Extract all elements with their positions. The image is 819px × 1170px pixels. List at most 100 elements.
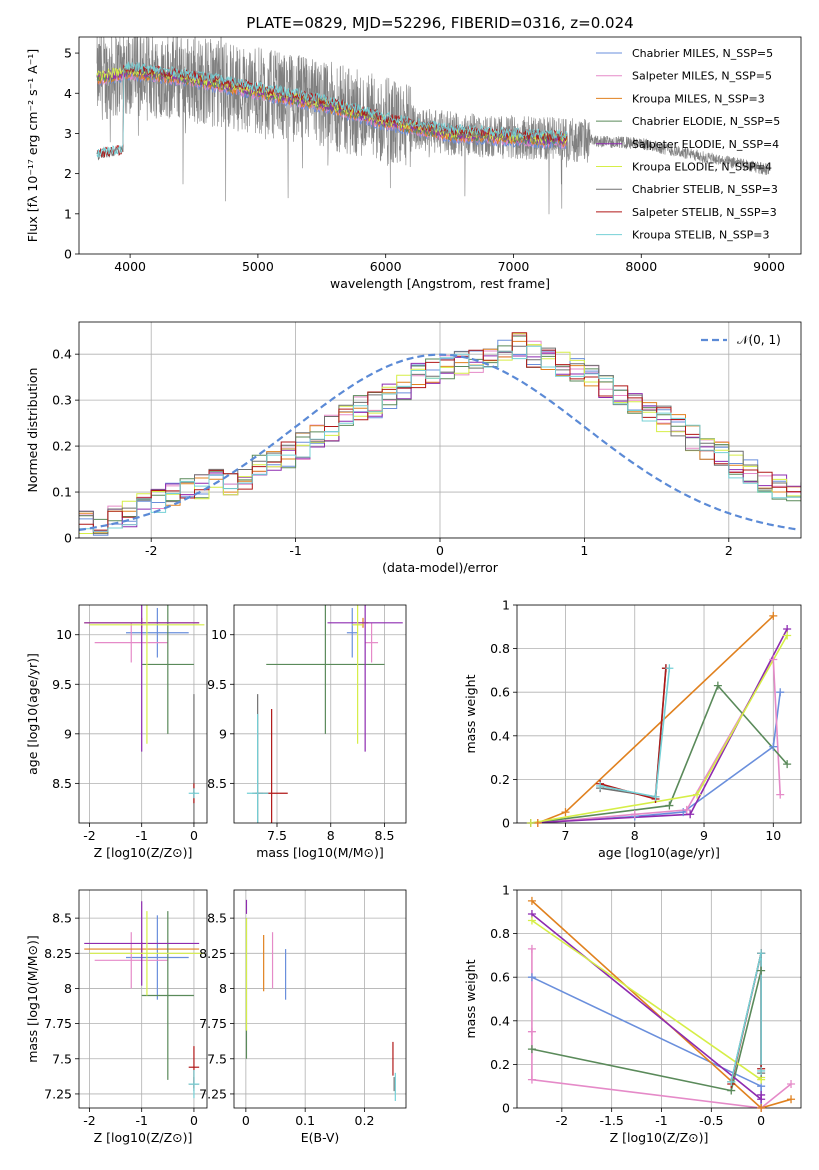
- axes-frame: [516, 889, 802, 1109]
- point-marker: [757, 966, 766, 975]
- axes-frame: [78, 604, 208, 824]
- series-line: [531, 900, 792, 1108]
- y-tick-label: 7.75: [199, 1016, 227, 1031]
- y-tick-label: 3: [64, 126, 72, 141]
- axes-frame: [78, 36, 802, 255]
- y-tick-label: 0.4: [490, 728, 510, 743]
- legend-entry: Salpeter ELODIE, N_SSP=4: [632, 138, 779, 151]
- x-tick-label: -1: [655, 1113, 667, 1128]
- y-tick-label: 8.25: [199, 946, 227, 961]
- x-tick-label: 4000: [114, 259, 146, 274]
- plot-area: [517, 890, 801, 1108]
- point-marker: [757, 1066, 766, 1075]
- y-tick-label: 0: [502, 1101, 510, 1116]
- x-axis-label: (data-model)/error: [382, 560, 499, 575]
- x-tick-label: -2: [145, 543, 157, 558]
- x-tick-label: -1: [289, 543, 301, 558]
- x-tick-label: -2: [83, 1113, 95, 1128]
- y-tick-label: 0.1: [52, 485, 72, 500]
- y-tick-label: 0: [64, 247, 72, 262]
- point-marker: [686, 810, 695, 819]
- legend-entry: Salpeter MILES, N_SSP=5: [632, 70, 772, 83]
- y-tick-label: 9.5: [52, 677, 72, 692]
- x-tick-label: 0.1: [295, 1113, 315, 1128]
- y-tick-label: 7.25: [199, 1086, 227, 1101]
- x-tick-label: 8000: [625, 259, 657, 274]
- point-marker: [527, 1045, 536, 1054]
- x-tick-label: -1.5: [599, 1113, 623, 1128]
- point-marker: [769, 611, 778, 620]
- spectrum-model-line: [96, 62, 568, 158]
- y-tick-label: 8: [64, 981, 72, 996]
- y-tick-label: 0: [502, 816, 510, 831]
- y-tick-label: 4: [64, 86, 72, 101]
- y-tick-label: 9.5: [207, 677, 227, 692]
- x-tick-label: 6000: [370, 259, 402, 274]
- spectrum-data-line: [96, 37, 770, 215]
- x-tick-label: -2: [556, 1113, 568, 1128]
- legend-entry: Salpeter STELIB, N_SSP=3: [632, 206, 777, 219]
- y-tick-label: 1: [64, 206, 72, 221]
- legend-entry: Kroupa MILES, N_SSP=3: [632, 92, 765, 105]
- plot-area: [517, 605, 801, 823]
- y-tick-label: 0.4: [490, 1013, 510, 1028]
- x-tick-label: 5000: [242, 259, 274, 274]
- x-tick-label: 9000: [753, 259, 785, 274]
- x-axis-label: mass [log10(M/M⊙)]: [256, 845, 384, 860]
- point-marker: [533, 819, 542, 827]
- point-marker: [787, 1080, 796, 1089]
- y-tick-label: 9: [219, 726, 227, 741]
- x-tick-label: 7: [562, 828, 570, 843]
- point-marker: [713, 681, 722, 690]
- point-marker: [769, 655, 778, 664]
- x-tick-label: -1: [135, 1113, 147, 1128]
- x-axis-label: E(B-V): [301, 1130, 340, 1145]
- y-axis-label: Normed distribution: [25, 368, 40, 493]
- legend-entry: Kroupa ELODIE, N_SSP=4: [632, 161, 772, 174]
- y-tick-label: 0: [64, 531, 72, 546]
- y-tick-label: 7.75: [44, 1016, 72, 1031]
- x-tick-label: 1: [580, 543, 588, 558]
- point-marker: [527, 973, 536, 982]
- x-tick-label: -2: [83, 828, 95, 843]
- histogram-line: [79, 332, 801, 531]
- chart-age_vs_Z: -2 -1 0 8.5 9 9.5 10 Z [log10(Z/Z⊙)] age [log10(…: [25, 604, 208, 860]
- y-tick-label: 8: [219, 981, 227, 996]
- figure-title: PLATE=0829, MJD=52296, FIBERID=0316, z=0…: [246, 14, 633, 32]
- x-axis-label: wavelength [Angstrom, rest frame]: [330, 276, 550, 291]
- histogram-line: [79, 351, 801, 532]
- x-tick-label: 2: [725, 543, 733, 558]
- x-tick-label: 0: [757, 1113, 765, 1128]
- plot-area: [234, 605, 406, 823]
- point-marker: [776, 790, 785, 799]
- plot-area: [79, 890, 207, 1108]
- point-marker: [783, 760, 792, 769]
- y-tick-label: 1: [502, 883, 510, 898]
- x-tick-label: 0: [190, 1113, 198, 1128]
- point-marker: [527, 916, 536, 925]
- axes-frame: [78, 321, 802, 539]
- series-line: [530, 628, 788, 823]
- point-marker: [682, 805, 691, 814]
- y-axis-label: mass weight: [463, 959, 478, 1038]
- axes-frame: [233, 604, 407, 824]
- series-line: [531, 976, 762, 1108]
- series-line: [531, 970, 762, 1092]
- plot-area: [79, 605, 207, 823]
- x-axis-label: Z [log10(Z/Z⊙)]: [94, 845, 193, 860]
- y-tick-label: 0.8: [490, 641, 510, 656]
- x-tick-label: 0: [436, 543, 444, 558]
- y-axis-label: Flux [fλ 10⁻¹⁷ erg cm⁻² s⁻¹ A⁻¹]: [25, 49, 40, 242]
- point-marker: [769, 742, 778, 751]
- y-tick-label: 8.5: [207, 776, 227, 791]
- series-line: [531, 913, 762, 1101]
- y-tick-label: 8.5: [52, 776, 72, 791]
- x-axis-label: age [log10(age/yr)]: [598, 845, 720, 860]
- x-tick-label: 0: [190, 828, 198, 843]
- x-tick-label: 10: [765, 828, 781, 843]
- series-line: [599, 668, 667, 798]
- point-marker: [526, 819, 535, 827]
- point-marker: [527, 1027, 536, 1036]
- x-tick-label: -1: [135, 828, 147, 843]
